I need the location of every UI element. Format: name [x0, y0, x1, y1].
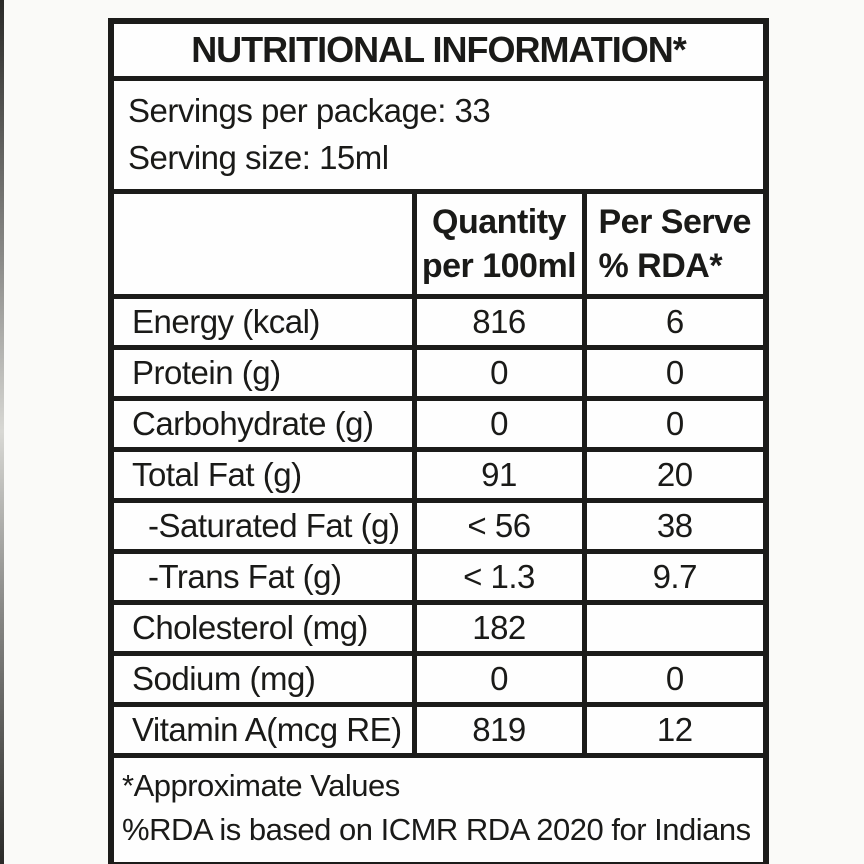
package-edge-strip [0, 0, 4, 864]
header-blank-cell [108, 189, 417, 299]
quantity-value: 819 [411, 702, 587, 758]
footnote-rda-basis: %RDA is based on ICMR RDA 2020 for India… [122, 812, 751, 847]
rda-value: 9.7 [581, 549, 769, 605]
rda-value: 0 [581, 345, 769, 401]
header-quantity: Quantity per 100ml [411, 189, 587, 299]
serving-info: Servings per package: 33 Serving size: 1… [108, 76, 769, 194]
quantity-value: 182 [411, 600, 587, 656]
nutrition-facts-table: NUTRITIONAL INFORMATION* Servings per pa… [108, 18, 769, 864]
serving-size: Serving size: 15ml [128, 139, 389, 176]
nutrient-label: Vitamin A(mcg RE) [108, 702, 417, 758]
table-title: NUTRITIONAL INFORMATION* [108, 18, 769, 81]
nutrient-row-saturated-fat: -Saturated Fat (g) < 56 38 [108, 498, 769, 554]
rda-value: 6 [581, 294, 769, 350]
quantity-value: 816 [411, 294, 587, 350]
quantity-value: 0 [411, 651, 587, 707]
nutrient-row-cholesterol: Cholesterol (mg) 182 [108, 600, 769, 656]
nutrient-row-trans-fat: -Trans Fat (g) < 1.3 9.7 [108, 549, 769, 605]
quantity-value: 0 [411, 396, 587, 452]
nutrient-label: Carbohydrate (g) [108, 396, 417, 452]
rda-value: 0 [581, 396, 769, 452]
rda-value: 20 [581, 447, 769, 503]
rda-value: 0 [581, 651, 769, 707]
quantity-value: 91 [411, 447, 587, 503]
header-quantity-line1: Quantity [432, 203, 566, 241]
nutrient-label: Total Fat (g) [108, 447, 417, 503]
header-per-serve: Per Serve % RDA* [581, 189, 769, 299]
rda-value: 38 [581, 498, 769, 554]
rda-value [581, 600, 769, 656]
nutrient-row-energy: Energy (kcal) 816 6 [108, 294, 769, 350]
servings-per-package: Servings per package: 33 [128, 92, 491, 129]
nutrient-label: Cholesterol (mg) [108, 600, 417, 656]
nutrient-row-total-fat: Total Fat (g) 91 20 [108, 447, 769, 503]
quantity-value: < 56 [411, 498, 587, 554]
nutrient-label: -Trans Fat (g) [108, 549, 417, 605]
quantity-value: < 1.3 [411, 549, 587, 605]
nutrient-row-sodium: Sodium (mg) 0 0 [108, 651, 769, 707]
nutrient-row-protein: Protein (g) 0 0 [108, 345, 769, 401]
title-row: NUTRITIONAL INFORMATION* [108, 18, 769, 81]
nutrient-row-vitamin-a: Vitamin A(mcg RE) 819 12 [108, 702, 769, 758]
nutrient-label: -Saturated Fat (g) [108, 498, 417, 554]
rda-value: 12 [581, 702, 769, 758]
header-per-serve-line2: % RDA* [598, 247, 723, 285]
nutrient-label: Protein (g) [108, 345, 417, 401]
column-header-row: Quantity per 100ml Per Serve % RDA* [108, 189, 769, 299]
footnotes-row: *Approximate Values %RDA is based on ICM… [108, 753, 769, 864]
quantity-value: 0 [411, 345, 587, 401]
nutrient-label: Sodium (mg) [108, 651, 417, 707]
footnotes: *Approximate Values %RDA is based on ICM… [108, 753, 769, 864]
footnote-approximate-values: *Approximate Values [122, 768, 400, 803]
header-per-serve-line1: Per Serve [598, 203, 752, 241]
serving-info-row: Servings per package: 33 Serving size: 1… [108, 76, 769, 194]
header-quantity-line2: per 100ml [421, 247, 577, 285]
nutrient-row-carbohydrate: Carbohydrate (g) 0 0 [108, 396, 769, 452]
nutrient-label: Energy (kcal) [108, 294, 417, 350]
